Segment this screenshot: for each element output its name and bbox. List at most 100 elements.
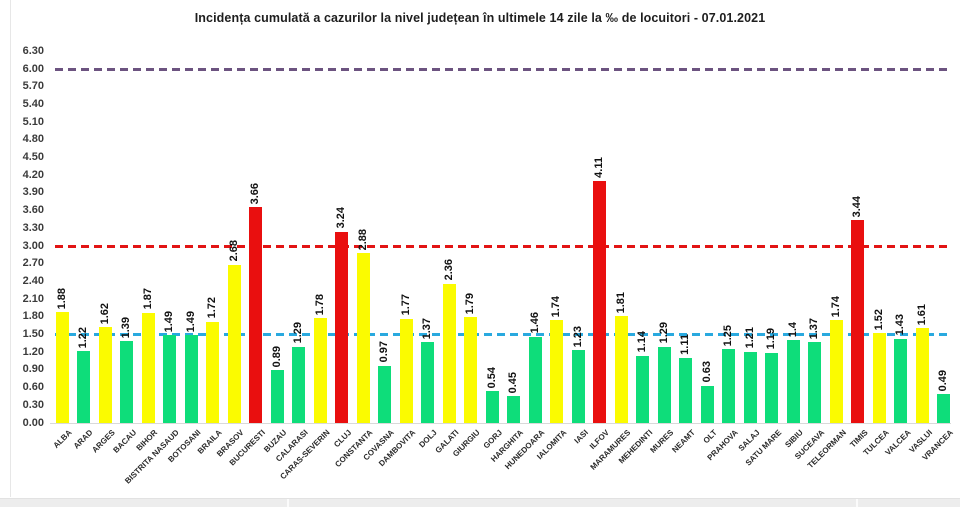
bar-value-label: 1.61 bbox=[915, 303, 928, 326]
y-tick-label: 6.30 bbox=[22, 44, 44, 57]
bar-value-label: 3.66 bbox=[249, 182, 262, 205]
bar-value-label: 1.88 bbox=[55, 287, 68, 310]
bar-maramures bbox=[614, 316, 628, 423]
y-tick-label: 0.30 bbox=[22, 398, 44, 411]
bar-mehedinti bbox=[636, 355, 650, 423]
bar-ialomita bbox=[550, 320, 564, 423]
bar-giurgiu bbox=[464, 317, 478, 423]
bar-value-label: 0.45 bbox=[507, 372, 520, 394]
bar-value-label: 3.24 bbox=[335, 207, 348, 229]
y-tick-label: 3.00 bbox=[22, 239, 44, 252]
y-tick-label: 1.50 bbox=[22, 328, 44, 340]
bar-neamt bbox=[679, 357, 693, 423]
bar-value-label: 1.29 bbox=[292, 322, 305, 344]
bar-value-label: 1.14 bbox=[636, 331, 649, 353]
bar-bucuresti bbox=[249, 207, 263, 423]
bar-value-label: 1.74 bbox=[550, 295, 563, 318]
y-tick-label: 4.50 bbox=[22, 151, 44, 163]
y-tick-label: 0.90 bbox=[22, 363, 44, 376]
bar-value-label: 2.68 bbox=[227, 240, 240, 262]
y-tick-label: 1.20 bbox=[22, 345, 44, 358]
bar-value-label: 1.23 bbox=[571, 326, 584, 348]
bar-value-label: 1.72 bbox=[206, 297, 219, 319]
bar-value-label: 1.21 bbox=[743, 327, 756, 349]
bar-value-label: 1.79 bbox=[464, 292, 477, 315]
bar-gorj bbox=[485, 391, 499, 423]
x-axis-label: NEAMT bbox=[670, 428, 698, 455]
bar-timis bbox=[851, 220, 865, 423]
bar-value-label: 4.11 bbox=[593, 156, 606, 178]
bar-value-label: 1.37 bbox=[808, 317, 821, 340]
bar-buzau bbox=[270, 370, 284, 423]
bar-calarasi bbox=[292, 346, 306, 423]
x-axis-line bbox=[50, 423, 951, 424]
x-axis-label: OLT bbox=[701, 428, 719, 446]
bar-value-label: 3.44 bbox=[851, 195, 864, 218]
y-tick-label: 0.00 bbox=[22, 416, 44, 429]
bar-sibiu bbox=[786, 340, 800, 423]
bar-value-label: 1.4 bbox=[786, 322, 799, 338]
chart-title: Incidența cumulată a cazurilor la nivel … bbox=[194, 11, 766, 25]
y-tick-label: 5.10 bbox=[22, 115, 44, 128]
y-tick-label: 0.60 bbox=[22, 381, 44, 394]
bar-constanta bbox=[356, 253, 370, 423]
bar-value-label: 1.77 bbox=[399, 294, 412, 316]
bar-suceava bbox=[808, 342, 822, 423]
partial-table-row bbox=[0, 498, 960, 507]
bar-arges bbox=[98, 327, 112, 423]
bar-dolj bbox=[421, 342, 435, 423]
bar-braila bbox=[206, 321, 220, 423]
bar-brasov bbox=[227, 264, 241, 423]
bar-value-label: 1.46 bbox=[528, 312, 541, 334]
bar-value-label: 2.88 bbox=[356, 228, 369, 251]
bar-value-label: 1.49 bbox=[184, 310, 197, 333]
bar-value-label: 0.49 bbox=[937, 369, 950, 392]
bar-value-label: 1.62 bbox=[98, 303, 111, 325]
bar-value-label: 0.63 bbox=[700, 361, 713, 383]
bar-value-label: 1.49 bbox=[163, 310, 176, 333]
x-axis-label: ARGES bbox=[89, 428, 117, 455]
y-tick-label: 5.40 bbox=[22, 97, 44, 110]
bar-vaslui bbox=[915, 328, 929, 423]
table-cell-divider bbox=[856, 499, 858, 507]
bar-hunedoara bbox=[528, 336, 542, 423]
y-tick-label: 6.00 bbox=[22, 62, 44, 75]
bar-vrancea bbox=[937, 394, 951, 423]
bar-alba bbox=[55, 312, 69, 423]
bar-cluj bbox=[335, 231, 349, 423]
bar-mures bbox=[657, 346, 671, 423]
bar-arad bbox=[77, 351, 90, 423]
bar-teleorman bbox=[829, 320, 843, 423]
y-tick-label: 2.70 bbox=[22, 257, 44, 270]
bar-harghita bbox=[507, 396, 521, 423]
bar-bistrita-nasaud bbox=[163, 335, 177, 423]
bar-prahova bbox=[722, 349, 736, 423]
bar-covasna bbox=[378, 365, 392, 423]
bar-value-label: 1.43 bbox=[894, 314, 907, 336]
container-border-left bbox=[10, 0, 11, 497]
bar-bacau bbox=[120, 340, 134, 423]
bar-value-label: 1.22 bbox=[77, 326, 89, 349]
table-cell-divider bbox=[287, 499, 289, 507]
bar-botosani bbox=[184, 335, 198, 423]
bar-value-label: 0.97 bbox=[378, 341, 391, 363]
bar-tulcea bbox=[872, 333, 886, 423]
bar-bihor bbox=[141, 312, 155, 423]
bar-value-label: 1.39 bbox=[120, 316, 133, 338]
x-axis-label: IASI bbox=[572, 428, 590, 446]
bar-iasi bbox=[571, 350, 585, 423]
y-tick-label: 5.70 bbox=[22, 80, 44, 93]
bar-value-label: 1.81 bbox=[614, 291, 627, 314]
x-axis-label: ALBA bbox=[51, 428, 74, 451]
bar-caras-severin bbox=[313, 317, 327, 423]
y-tick-label: 2.40 bbox=[22, 274, 44, 287]
y-tick-label: 2.10 bbox=[22, 292, 44, 305]
bar-value-label: 1.52 bbox=[872, 308, 885, 331]
y-tick-label: 3.60 bbox=[22, 204, 44, 217]
bar-value-label: 1.29 bbox=[657, 322, 670, 344]
bar-valcea bbox=[894, 338, 908, 423]
bar-value-label: 1.87 bbox=[141, 288, 154, 310]
bar-dambovita bbox=[399, 318, 413, 423]
y-tick-label: 4.20 bbox=[22, 168, 44, 181]
